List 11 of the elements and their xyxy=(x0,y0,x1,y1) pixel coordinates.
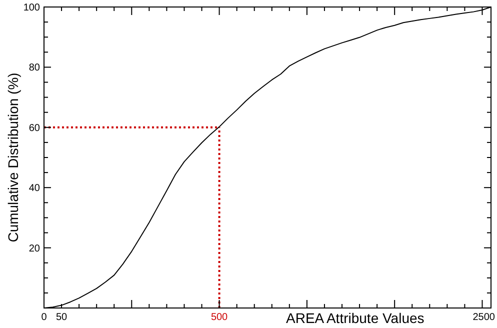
y-tick-label: 40 xyxy=(28,183,40,194)
y-tick-label: 60 xyxy=(28,122,40,134)
x-axis-title: AREA Attribute Values xyxy=(286,310,424,326)
x-tick-label: 50 xyxy=(56,312,68,323)
y-tick-label: 80 xyxy=(28,62,40,74)
y-axis-title: Cumulative Distribution (%) xyxy=(5,72,21,242)
y-tick-label: 20 xyxy=(28,243,40,254)
x-tick-label: 2500 xyxy=(472,312,496,323)
x-tick-label: 500 xyxy=(210,312,228,323)
x-tick-label: 0 xyxy=(41,312,48,323)
y-tick-label: 100 xyxy=(23,2,40,14)
